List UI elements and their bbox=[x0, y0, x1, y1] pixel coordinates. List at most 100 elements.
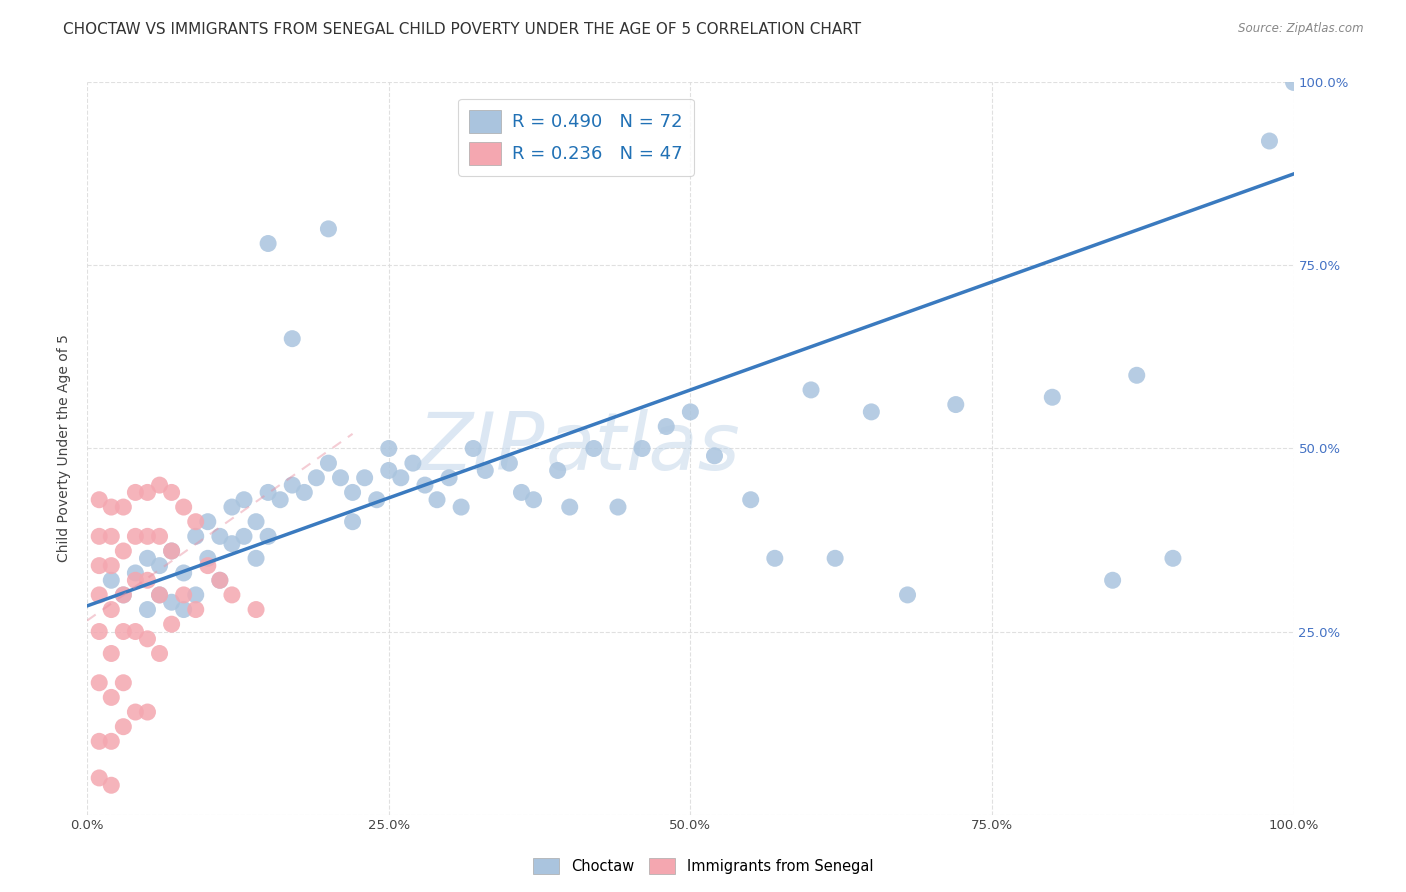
Point bbox=[655, 419, 678, 434]
Point bbox=[342, 485, 364, 500]
Point bbox=[498, 456, 520, 470]
Point bbox=[124, 529, 146, 543]
Point bbox=[89, 624, 111, 639]
Point bbox=[148, 647, 170, 661]
Point bbox=[184, 588, 207, 602]
Point bbox=[112, 500, 135, 514]
Point bbox=[474, 463, 496, 477]
Point bbox=[208, 529, 231, 543]
Point bbox=[378, 442, 401, 456]
Point bbox=[124, 574, 146, 588]
Point bbox=[245, 551, 267, 566]
Point bbox=[318, 456, 340, 470]
Point bbox=[318, 222, 340, 236]
Point bbox=[1258, 134, 1281, 148]
Point bbox=[245, 515, 267, 529]
Point bbox=[281, 332, 304, 346]
Point bbox=[582, 442, 605, 456]
Point bbox=[450, 500, 472, 514]
Point bbox=[160, 544, 183, 558]
Point bbox=[136, 705, 159, 719]
Point bbox=[148, 529, 170, 543]
Point bbox=[703, 449, 725, 463]
Point bbox=[233, 492, 256, 507]
Point bbox=[100, 529, 122, 543]
Point bbox=[197, 515, 219, 529]
Point bbox=[89, 675, 111, 690]
Point bbox=[173, 500, 195, 514]
Point bbox=[148, 478, 170, 492]
Point bbox=[184, 602, 207, 616]
Point bbox=[463, 442, 485, 456]
Point bbox=[197, 558, 219, 573]
Point bbox=[221, 536, 243, 550]
Point bbox=[173, 602, 195, 616]
Point bbox=[136, 574, 159, 588]
Point bbox=[89, 529, 111, 543]
Point bbox=[269, 492, 291, 507]
Point bbox=[136, 632, 159, 646]
Point bbox=[89, 771, 111, 785]
Point bbox=[257, 485, 280, 500]
Point bbox=[413, 478, 436, 492]
Point bbox=[136, 602, 159, 616]
Point bbox=[100, 500, 122, 514]
Point bbox=[1161, 551, 1184, 566]
Point bbox=[112, 588, 135, 602]
Point bbox=[112, 720, 135, 734]
Point bbox=[148, 588, 170, 602]
Point bbox=[112, 624, 135, 639]
Point bbox=[148, 558, 170, 573]
Point bbox=[631, 442, 654, 456]
Point bbox=[160, 617, 183, 632]
Text: CHOCTAW VS IMMIGRANTS FROM SENEGAL CHILD POVERTY UNDER THE AGE OF 5 CORRELATION : CHOCTAW VS IMMIGRANTS FROM SENEGAL CHILD… bbox=[63, 22, 862, 37]
Text: atlas: atlas bbox=[546, 409, 741, 488]
Y-axis label: Child Poverty Under the Age of 5: Child Poverty Under the Age of 5 bbox=[58, 334, 72, 563]
Point bbox=[173, 566, 195, 580]
Point bbox=[136, 529, 159, 543]
Point bbox=[342, 515, 364, 529]
Point bbox=[160, 485, 183, 500]
Point bbox=[100, 778, 122, 792]
Point bbox=[89, 558, 111, 573]
Point bbox=[89, 492, 111, 507]
Point bbox=[148, 588, 170, 602]
Point bbox=[679, 405, 702, 419]
Point bbox=[233, 529, 256, 543]
Point bbox=[402, 456, 425, 470]
Point bbox=[510, 485, 533, 500]
Point bbox=[124, 566, 146, 580]
Point bbox=[426, 492, 449, 507]
Legend: Choctaw, Immigrants from Senegal: Choctaw, Immigrants from Senegal bbox=[527, 852, 879, 880]
Point bbox=[547, 463, 569, 477]
Point bbox=[112, 544, 135, 558]
Point bbox=[100, 734, 122, 748]
Point bbox=[437, 471, 460, 485]
Point bbox=[221, 500, 243, 514]
Point bbox=[124, 705, 146, 719]
Point bbox=[896, 588, 918, 602]
Point bbox=[1101, 574, 1123, 588]
Point bbox=[100, 558, 122, 573]
Point bbox=[100, 574, 122, 588]
Point bbox=[389, 471, 412, 485]
Point bbox=[281, 478, 304, 492]
Point bbox=[173, 588, 195, 602]
Point bbox=[112, 588, 135, 602]
Point bbox=[89, 734, 111, 748]
Point bbox=[245, 602, 267, 616]
Point bbox=[1282, 75, 1305, 89]
Text: Source: ZipAtlas.com: Source: ZipAtlas.com bbox=[1239, 22, 1364, 36]
Point bbox=[160, 595, 183, 609]
Point bbox=[100, 690, 122, 705]
Point bbox=[522, 492, 544, 507]
Point bbox=[366, 492, 388, 507]
Text: ZIP: ZIP bbox=[418, 409, 546, 488]
Point bbox=[378, 463, 401, 477]
Point bbox=[136, 485, 159, 500]
Point bbox=[257, 236, 280, 251]
Point bbox=[824, 551, 846, 566]
Point bbox=[89, 588, 111, 602]
Legend: R = 0.490   N = 72, R = 0.236   N = 47: R = 0.490 N = 72, R = 0.236 N = 47 bbox=[458, 99, 693, 176]
Point bbox=[558, 500, 581, 514]
